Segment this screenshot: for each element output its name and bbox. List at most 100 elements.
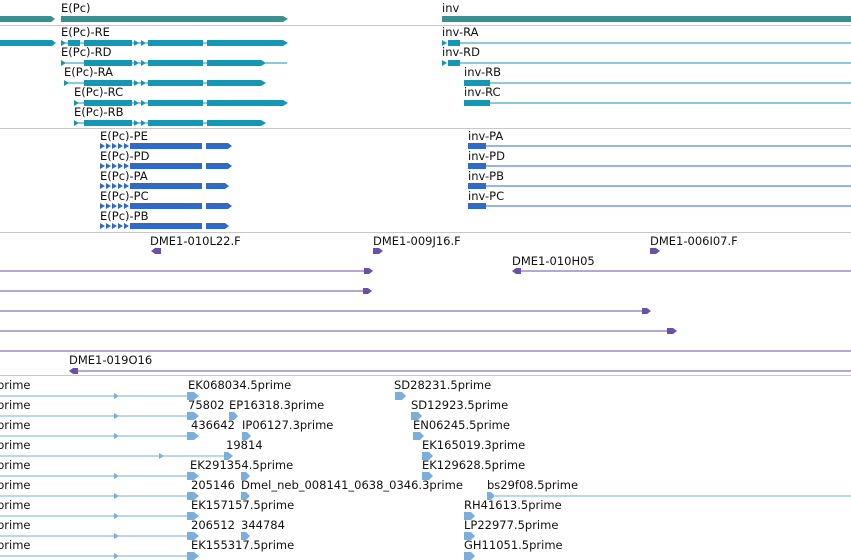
- est-label[interactable]: prime: [0, 518, 31, 532]
- transcript-inv-rc[interactable]: [464, 100, 851, 106]
- est-feature[interactable]: [464, 512, 475, 520]
- protein-inv-pb[interactable]: [468, 183, 851, 189]
- transcript-label-inv-ra[interactable]: inv-RA: [442, 25, 479, 39]
- est-label[interactable]: RH41613.5prime: [464, 498, 562, 512]
- est-label[interactable]: 206512: [191, 518, 235, 532]
- est-feature[interactable]: [422, 452, 433, 460]
- clone-010l22[interactable]: [151, 248, 161, 254]
- est-label[interactable]: GH11051.5prime: [464, 538, 563, 552]
- clone-label-006i07[interactable]: DME1-006I07.F: [650, 234, 738, 248]
- est-feature[interactable]: [0, 392, 199, 400]
- est-feature[interactable]: [464, 532, 475, 540]
- transcript-label-e-pc-rc[interactable]: E(Pc)-RC: [74, 85, 123, 99]
- est-label[interactable]: SD28231.5prime: [394, 378, 491, 392]
- transcript-label-e-pc-ra[interactable]: E(Pc)-RA: [64, 65, 113, 79]
- est-label[interactable]: prime: [0, 418, 31, 432]
- est-label[interactable]: prime: [0, 398, 31, 412]
- est-label[interactable]: EK157157.5prime: [191, 498, 294, 512]
- est-feature[interactable]: [422, 472, 433, 480]
- transcript-label-inv-rb[interactable]: inv-RB: [464, 65, 501, 79]
- est-feature[interactable]: [413, 432, 424, 440]
- est-feature[interactable]: [464, 552, 475, 560]
- clone-span[interactable]: [0, 308, 651, 314]
- gene-label-e-pc[interactable]: E(Pc): [61, 1, 91, 15]
- protein-label-e-pc-pb[interactable]: E(Pc)-PB: [100, 209, 149, 223]
- protein-label-inv-pc[interactable]: inv-PC: [468, 189, 504, 203]
- protein-e-pc-pb[interactable]: [100, 223, 229, 229]
- protein-e-pc-pc[interactable]: [100, 203, 232, 209]
- transcript-inv-rb[interactable]: [464, 80, 851, 86]
- transcript-label-inv-rd[interactable]: inv-RD: [442, 45, 480, 59]
- est-label[interactable]: EK155317.5prime: [191, 538, 294, 552]
- transcript-bar[interactable]: [0, 40, 56, 46]
- gene-bar-inv[interactable]: [442, 16, 851, 22]
- clone-span[interactable]: [0, 288, 372, 294]
- protein-label-inv-pd[interactable]: inv-PD: [468, 149, 505, 163]
- clone-010h05[interactable]: [512, 268, 851, 274]
- est-feature[interactable]: [0, 492, 199, 500]
- gene-label-inv[interactable]: inv: [442, 1, 459, 15]
- est-label[interactable]: bs29f08.5prime: [487, 478, 578, 492]
- protein-label-inv-pb[interactable]: inv-PB: [468, 169, 504, 183]
- est-label[interactable]: EN06245.5prime: [413, 418, 510, 432]
- transcript-e-pc-rc[interactable]: [74, 100, 288, 106]
- est-label[interactable]: EK129628.5prime: [422, 458, 525, 472]
- protein-label-e-pc-pd[interactable]: E(Pc)-PD: [100, 149, 150, 163]
- clone-label-010l22[interactable]: DME1-010L22.F: [150, 234, 241, 248]
- est-label[interactable]: prime: [0, 478, 31, 492]
- est-label[interactable]: EK068034.5prime: [188, 378, 291, 392]
- clone-label-010h05[interactable]: DME1-010H05: [512, 254, 595, 268]
- est-feature[interactable]: [242, 432, 251, 440]
- protein-label-e-pc-pa[interactable]: E(Pc)-PA: [100, 169, 148, 183]
- est-feature[interactable]: [241, 472, 250, 480]
- est-label[interactable]: 205146: [191, 478, 235, 492]
- est-feature[interactable]: [241, 492, 250, 500]
- transcript-e-pc-ra[interactable]: [64, 80, 266, 86]
- est-feature[interactable]: [0, 452, 233, 460]
- clone-span[interactable]: [0, 328, 677, 334]
- est-label[interactable]: LP22977.5prime: [464, 518, 558, 532]
- est-feature[interactable]: [395, 392, 406, 400]
- transcript-label-e-pc-rb[interactable]: E(Pc)-RB: [74, 105, 124, 119]
- transcript-label-inv-rc[interactable]: inv-RC: [464, 85, 501, 99]
- est-label[interactable]: EK291354.5prime: [190, 458, 293, 472]
- protein-label-inv-pa[interactable]: inv-PA: [468, 129, 503, 143]
- protein-label-e-pc-pe[interactable]: E(Pc)-PE: [100, 129, 148, 143]
- gene-bar[interactable]: [0, 16, 55, 22]
- transcript-e-pc-re[interactable]: [61, 40, 288, 46]
- transcript-label-e-pc-re[interactable]: E(Pc)-RE: [61, 25, 110, 39]
- clone-label-009j16[interactable]: DME1-009J16.F: [373, 234, 461, 248]
- clone-019o16[interactable]: [69, 368, 851, 374]
- clone-label-019o16[interactable]: DME1-019O16: [69, 353, 152, 367]
- transcript-label-e-pc-rd[interactable]: E(Pc)-RD: [61, 45, 112, 59]
- est-label[interactable]: 344784: [241, 518, 285, 532]
- protein-inv-pc[interactable]: [468, 203, 851, 209]
- est-label[interactable]: prime: [0, 458, 31, 472]
- protein-e-pc-pa[interactable]: [100, 183, 229, 189]
- clone-span[interactable]: [0, 268, 373, 274]
- est-label[interactable]: prime: [0, 498, 31, 512]
- est-label[interactable]: 436642: [191, 418, 235, 432]
- transcript-inv-ra[interactable]: [442, 40, 851, 46]
- est-feature[interactable]: [241, 532, 250, 540]
- protein-e-pc-pd[interactable]: [100, 163, 232, 169]
- est-label[interactable]: 75802: [188, 398, 225, 412]
- est-label[interactable]: 19814: [226, 438, 263, 452]
- est-label[interactable]: EP16318.3prime: [229, 398, 324, 412]
- est-label[interactable]: SD12923.5prime: [411, 398, 508, 412]
- clone-009j16[interactable]: [373, 248, 383, 254]
- transcript-e-pc-rb[interactable]: [74, 120, 266, 126]
- est-feature[interactable]: [0, 532, 199, 540]
- est-label[interactable]: EK165019.3prime: [422, 438, 525, 452]
- est-feature[interactable]: [0, 512, 199, 520]
- est-label[interactable]: IP06127.3prime: [242, 418, 333, 432]
- protein-inv-pa[interactable]: [468, 143, 851, 149]
- est-label[interactable]: prime: [0, 438, 31, 452]
- transcript-inv-rd[interactable]: [442, 60, 851, 66]
- est-feature[interactable]: [0, 432, 199, 440]
- est-label[interactable]: prime: [0, 538, 31, 552]
- transcript-e-pc-rd[interactable]: [61, 60, 287, 66]
- est-label[interactable]: prime: [0, 378, 31, 392]
- protein-label-e-pc-pc[interactable]: E(Pc)-PC: [100, 189, 149, 203]
- est-feature[interactable]: [0, 412, 199, 420]
